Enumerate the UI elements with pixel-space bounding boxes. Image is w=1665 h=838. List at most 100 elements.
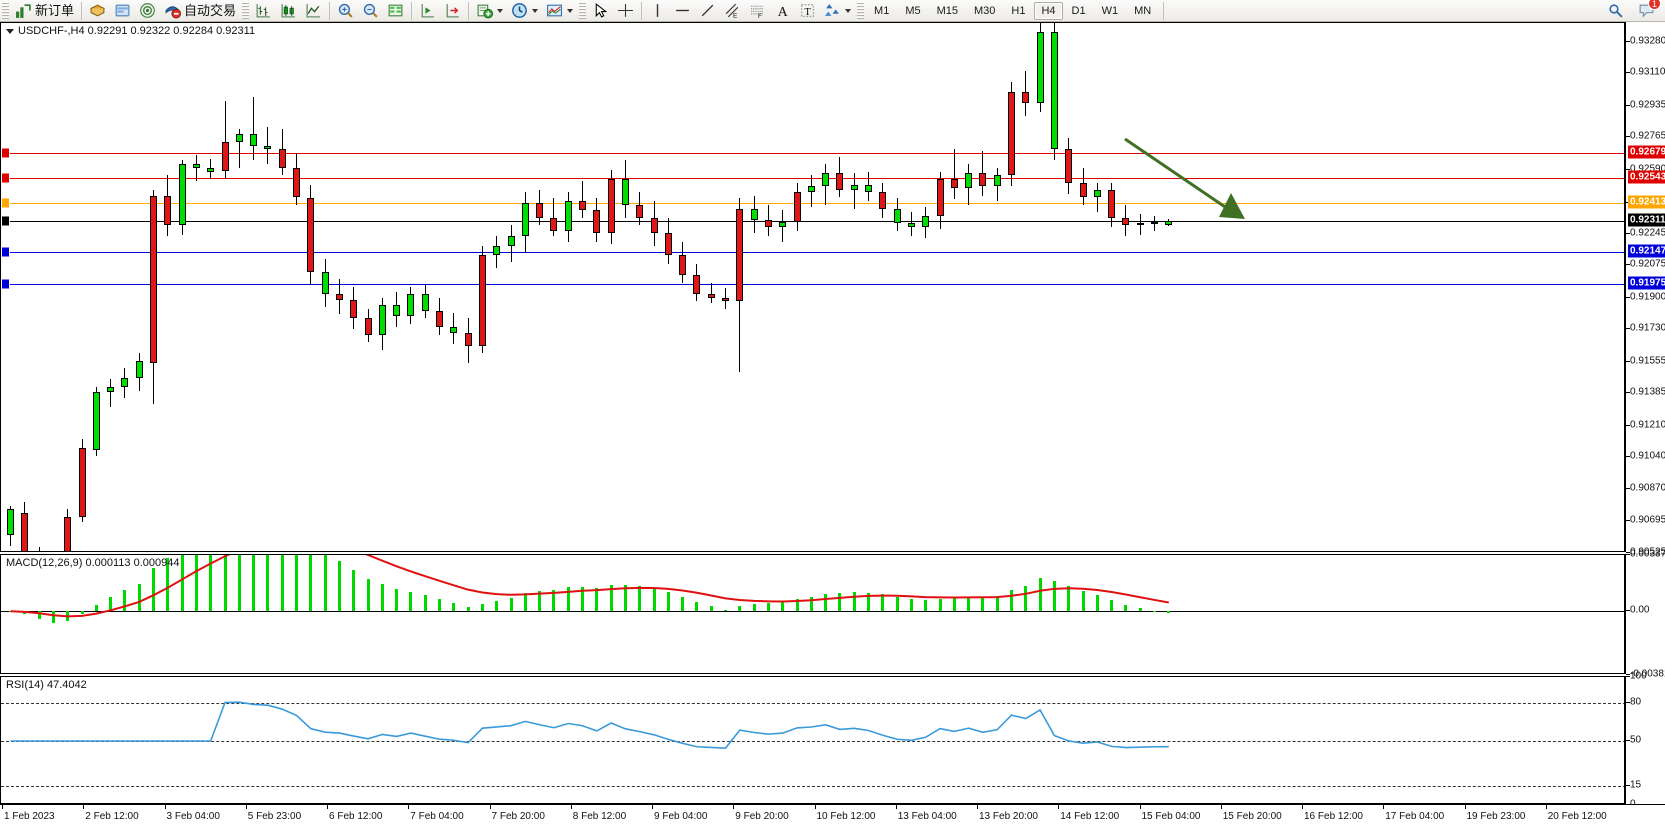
timeframe-h1[interactable]: H1 — [1011, 4, 1026, 17]
chevron-down-icon[interactable] — [497, 8, 504, 13]
price-tick: 0.91210 — [1630, 419, 1665, 431]
timeframe-m30[interactable]: M30 — [974, 4, 996, 17]
line-chart-button[interactable] — [301, 0, 326, 22]
price-level-line[interactable] — [1, 251, 1624, 253]
time-tick-mark — [1139, 805, 1141, 809]
time-tick-label: 9 Feb 20:00 — [735, 811, 789, 822]
price-level-line[interactable] — [1, 283, 1624, 285]
candlestick — [1136, 23, 1145, 551]
signals-button[interactable] — [135, 0, 160, 22]
period-button[interactable] — [507, 0, 542, 22]
price-level-handle[interactable] — [1, 278, 10, 290]
candlestick — [521, 23, 530, 551]
time-tick-mark — [83, 805, 85, 809]
search-button[interactable] — [1603, 0, 1628, 22]
zoom-out-button[interactable] — [358, 0, 383, 22]
candlestick-chart-button[interactable] — [276, 0, 301, 22]
price-level-label[interactable]: 0.92311 — [1628, 213, 1665, 227]
vertical-line-button[interactable] — [645, 0, 670, 22]
horizontal-line-button[interactable] — [670, 0, 695, 22]
candlestick — [1108, 23, 1116, 551]
market-watch-icon — [388, 4, 403, 17]
autotrading-button[interactable]: 自动交易 — [160, 0, 240, 22]
add-indicator-button[interactable] — [472, 0, 507, 22]
price-level-handle[interactable] — [1, 147, 10, 159]
candlestick — [235, 23, 244, 551]
fibonacci-button[interactable]: F — [745, 0, 770, 22]
price-level-label[interactable]: 0.92543 — [1628, 170, 1665, 184]
toolbar-grip-3[interactable] — [579, 1, 587, 20]
svg-text:T: T — [804, 7, 811, 18]
macd-histogram-bar — [981, 596, 985, 612]
macd-pane[interactable]: MACD(12,26,9) 0.000113 0.000944 — [0, 554, 1625, 674]
toolbar-grip[interactable] — [2, 1, 9, 20]
price-level-label[interactable]: 0.92147 — [1628, 244, 1665, 258]
price-level-label[interactable]: 0.92679 — [1628, 145, 1665, 159]
timeframe-w1[interactable]: W1 — [1101, 4, 1119, 17]
shapes-button[interactable] — [820, 0, 855, 22]
timeframe-m1[interactable]: M1 — [874, 4, 890, 17]
price-level-line[interactable] — [1, 202, 1624, 204]
candlestick — [893, 23, 902, 551]
bar-chart-button[interactable] — [251, 0, 276, 22]
alerts-button[interactable]: 1 — [1634, 0, 1661, 22]
timeframe-m15[interactable]: M15 — [936, 4, 958, 17]
templates-button[interactable] — [542, 0, 577, 22]
candlestick — [178, 23, 187, 551]
zoom-in-button[interactable] — [333, 0, 358, 22]
price-tick: 0.93110 — [1630, 66, 1665, 78]
price-level-line[interactable] — [1, 178, 1624, 180]
price-level-label[interactable]: 0.91975 — [1628, 276, 1665, 290]
price-level-handle[interactable] — [1, 215, 10, 227]
chevron-down-icon-2[interactable] — [532, 8, 539, 13]
collapse-triangle-icon[interactable] — [6, 28, 14, 34]
navigator-button[interactable] — [110, 0, 135, 22]
price-level-handle[interactable] — [1, 246, 10, 258]
macd-axis[interactable]: 0.003374 0.00 -0.003819 — [1625, 549, 1665, 680]
price-level-line[interactable] — [1, 153, 1624, 155]
candlestick — [64, 23, 72, 551]
crosshair-button[interactable] — [613, 0, 638, 22]
price-tick: 0.92075 — [1630, 258, 1665, 270]
chevron-down-icon-3[interactable] — [567, 8, 574, 13]
data-window-button[interactable] — [85, 0, 110, 22]
toolbar-grip-4[interactable] — [857, 1, 865, 20]
new-order-button[interactable]: 新订单 — [11, 0, 78, 22]
equidistant-channel-button[interactable]: E — [720, 0, 745, 22]
price-level-line[interactable] — [1, 221, 1624, 223]
candlestick — [307, 23, 315, 551]
cursor-button[interactable] — [588, 0, 613, 22]
rsi-level-line — [1, 702, 1624, 704]
zoom-in-icon — [338, 3, 353, 18]
time-axis[interactable]: 1 Feb 2023 2 Feb 12:00 3 Feb 04:00 5 Feb 23… — [0, 804, 1665, 838]
time-tick-label: 13 Feb 20:00 — [979, 811, 1038, 822]
rsi-axis[interactable]: 1008050150 — [1625, 671, 1665, 810]
price-pane[interactable]: USDCHF-,H4 0.92291 0.92322 0.92284 0.923… — [0, 22, 1625, 552]
chart-shift-button[interactable] — [415, 0, 440, 22]
time-tick-mark — [814, 805, 816, 809]
timeframe-d1[interactable]: D1 — [1071, 4, 1086, 17]
timeframe-h4[interactable]: H4 — [1034, 1, 1063, 20]
text-label-button[interactable]: A — [770, 0, 795, 22]
trendline-button[interactable] — [695, 0, 720, 22]
macd-histogram-bar — [938, 598, 942, 612]
auto-scroll-button[interactable] — [440, 0, 465, 22]
chevron-down-icon-4[interactable] — [845, 8, 852, 13]
price-tick: 0.91900 — [1630, 291, 1665, 303]
rsi-pane[interactable]: RSI(14) 47.4042 — [0, 676, 1625, 804]
price-axis[interactable]: 0.93280 0.93110 0.92935 0.92765 0.92590 0.924… — [1625, 22, 1665, 558]
candlestick — [807, 23, 816, 551]
time-tick-mark — [733, 805, 735, 809]
price-level-handle[interactable] — [1, 172, 10, 184]
price-level-handle[interactable] — [1, 197, 10, 208]
toolbar-grip-2[interactable] — [242, 1, 250, 20]
text-button[interactable]: T — [795, 0, 820, 22]
macd-histogram-bar — [480, 603, 484, 612]
timeframe-m5[interactable]: M5 — [905, 4, 921, 17]
chart-area[interactable]: USDCHF-,H4 0.92291 0.92322 0.92284 0.923… — [0, 22, 1665, 838]
timeframe-mn[interactable]: MN — [1134, 4, 1152, 17]
chart-symbol-header: USDCHF-,H4 0.92291 0.92322 0.92284 0.923… — [6, 25, 255, 37]
price-level-label[interactable]: 0.92413 — [1628, 195, 1665, 208]
market-watch-button[interactable] — [383, 0, 408, 22]
macd-histogram-bar — [838, 593, 842, 612]
